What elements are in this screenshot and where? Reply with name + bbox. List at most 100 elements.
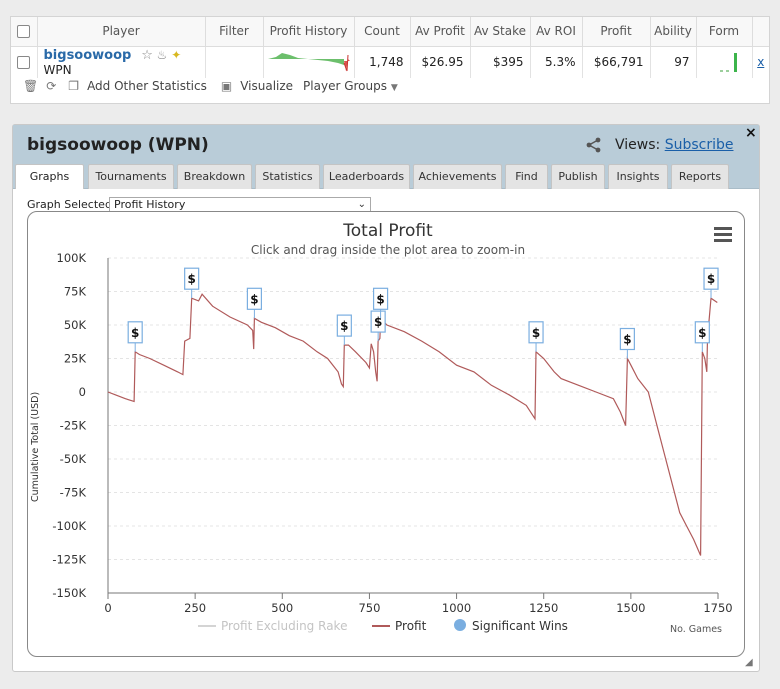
subscribe-link[interactable]: Subscribe [664, 137, 734, 153]
refresh-icon[interactable]: ⟳ [46, 79, 57, 93]
medal-icon: ✦ [171, 47, 182, 62]
y-tick-label: -125K [52, 553, 86, 567]
tab-breakdown[interactable]: Breakdown [177, 164, 252, 189]
tab-insights[interactable]: Insights [608, 164, 668, 189]
form-cell [696, 46, 753, 78]
y-tick-label: -50K [60, 452, 87, 466]
chevron-down-icon: ▼ [390, 83, 398, 93]
significant-win-marker[interactable]: $ [370, 310, 386, 342]
filter-cell[interactable] [205, 46, 264, 78]
legend-item-profit[interactable]: Profit [372, 619, 427, 633]
significant-win-marker[interactable]: $ [184, 267, 200, 299]
add-other-statistics-button[interactable]: Add Other Statistics [87, 79, 207, 93]
chart-container[interactable]: Total Profit Click and drag inside the p… [27, 211, 745, 657]
significant-win-marker[interactable]: $ [372, 287, 389, 319]
y-tick-label: 75K [64, 285, 87, 299]
share-icon[interactable] [585, 136, 603, 154]
graph-select-dropdown[interactable]: Profit History ⌄ [109, 197, 371, 212]
chart-subtitle: Click and drag inside the plot area to z… [251, 243, 525, 257]
legend-item-excl-rake[interactable]: Profit Excluding Rake [198, 619, 347, 633]
col-header-count[interactable]: Count [354, 17, 411, 47]
panel-tabs: Graphs Tournaments Breakdown Statistics … [13, 162, 759, 189]
col-header-form[interactable]: Form [696, 17, 753, 47]
marker-flag [694, 321, 710, 344]
player-groups-dropdown[interactable]: Player Groups ▼ [303, 79, 398, 93]
tab-graphs[interactable]: Graphs [15, 164, 84, 189]
tab-leaderboards[interactable]: Leaderboards [323, 164, 410, 189]
col-header-profit-history[interactable]: Profit History [263, 17, 355, 47]
visualize-button[interactable]: Visualize [240, 79, 294, 93]
panel-title: bigsoowoop (WPN) [27, 135, 209, 155]
col-header-av-roi[interactable]: Av ROI [530, 17, 583, 47]
profit-history-sparkline[interactable] [263, 46, 355, 78]
profit-chart[interactable]: Total Profit Click and drag inside the p… [28, 212, 745, 657]
tab-achievements[interactable]: Achievements [413, 164, 502, 189]
marker-label: $ [187, 272, 195, 286]
significant-win-marker[interactable]: $ [619, 327, 635, 359]
panel-header: bigsoowoop (WPN) Views: Subscribe × Grap… [13, 125, 759, 189]
x-tick-label: 1500 [616, 601, 645, 615]
y-axis-label: Cumulative Total (USD) [30, 392, 41, 502]
x-tick-label: 1250 [529, 601, 558, 615]
y-tick-label: -75K [60, 486, 87, 500]
col-header-av-profit[interactable]: Av Profit [410, 17, 471, 47]
x-tick-label: 1000 [442, 601, 471, 615]
player-groups-label: Player Groups [303, 79, 387, 93]
marker-label: $ [376, 292, 384, 306]
tab-tournaments[interactable]: Tournaments [88, 164, 174, 189]
resize-handle[interactable]: ◢ [745, 657, 753, 668]
select-all-cell [11, 17, 38, 47]
chart-title: Total Profit [342, 221, 433, 241]
significant-win-marker[interactable]: $ [528, 321, 544, 352]
add-stats-icon: ❐ [68, 79, 80, 93]
trash-icon[interactable]: 🗑 [23, 79, 39, 93]
col-header-profit[interactable]: Profit [582, 17, 651, 47]
profit-series-line [107, 293, 718, 556]
menu-icon[interactable] [714, 227, 732, 242]
tab-statistics[interactable]: Statistics [255, 164, 320, 189]
form-bar-chart [719, 52, 737, 72]
x-tick-label: 250 [184, 601, 206, 615]
close-icon[interactable]: × [745, 125, 757, 141]
marker-flag [127, 321, 143, 344]
marker-flag [370, 310, 386, 333]
y-tick-label: 100K [57, 251, 87, 265]
tab-publish[interactable]: Publish [551, 164, 605, 189]
marker-flag [184, 267, 200, 290]
tab-reports[interactable]: Reports [671, 164, 729, 189]
x-tick-label: 1750 [703, 601, 732, 615]
significant-win-marker[interactable]: $ [694, 321, 710, 352]
significant-win-marker[interactable]: $ [703, 267, 719, 299]
x-axis-ticks: 0 250 500 750 1000 1250 1500 1750 [104, 593, 733, 615]
select-all-checkbox[interactable] [17, 25, 31, 39]
player-name-link[interactable]: bigsoowoop [43, 47, 132, 63]
ability-cell: 97 [650, 46, 697, 78]
x-axis-label: No. Games [670, 624, 722, 635]
tab-find[interactable]: Find [505, 164, 548, 189]
col-header-ability[interactable]: Ability [650, 17, 697, 47]
legend: Profit Excluding Rake Profit Significant… [198, 619, 568, 633]
star-icon[interactable]: ☆ [141, 47, 153, 63]
legend-item-significant-wins[interactable]: Significant Wins [454, 619, 568, 633]
marker-label: $ [250, 292, 258, 306]
marker-label: $ [340, 319, 348, 333]
x-tick-label: 500 [271, 601, 293, 615]
row-checkbox[interactable] [17, 56, 31, 69]
col-header-av-stake[interactable]: Av Stake [470, 17, 531, 47]
marker-flag [246, 287, 262, 310]
sparkline-chart [267, 52, 350, 71]
significant-win-marker[interactable]: $ [127, 321, 143, 352]
marker-label: $ [623, 333, 631, 347]
y-tick-label: 50K [64, 318, 87, 332]
significant-win-marker[interactable]: $ [246, 287, 262, 319]
marker-flag [619, 327, 635, 351]
remove-player-link[interactable]: x [757, 55, 765, 69]
profit-cell: $66,791 [582, 46, 651, 78]
col-header-player[interactable]: Player [37, 17, 206, 47]
significant-win-marker[interactable]: $ [336, 314, 352, 346]
row-select-cell [11, 46, 38, 78]
av-profit-cell: $26.95 [410, 46, 471, 78]
y-tick-label: -100K [52, 519, 86, 533]
col-header-filter[interactable]: Filter [205, 17, 264, 47]
y-tick-label: 25K [64, 352, 87, 366]
